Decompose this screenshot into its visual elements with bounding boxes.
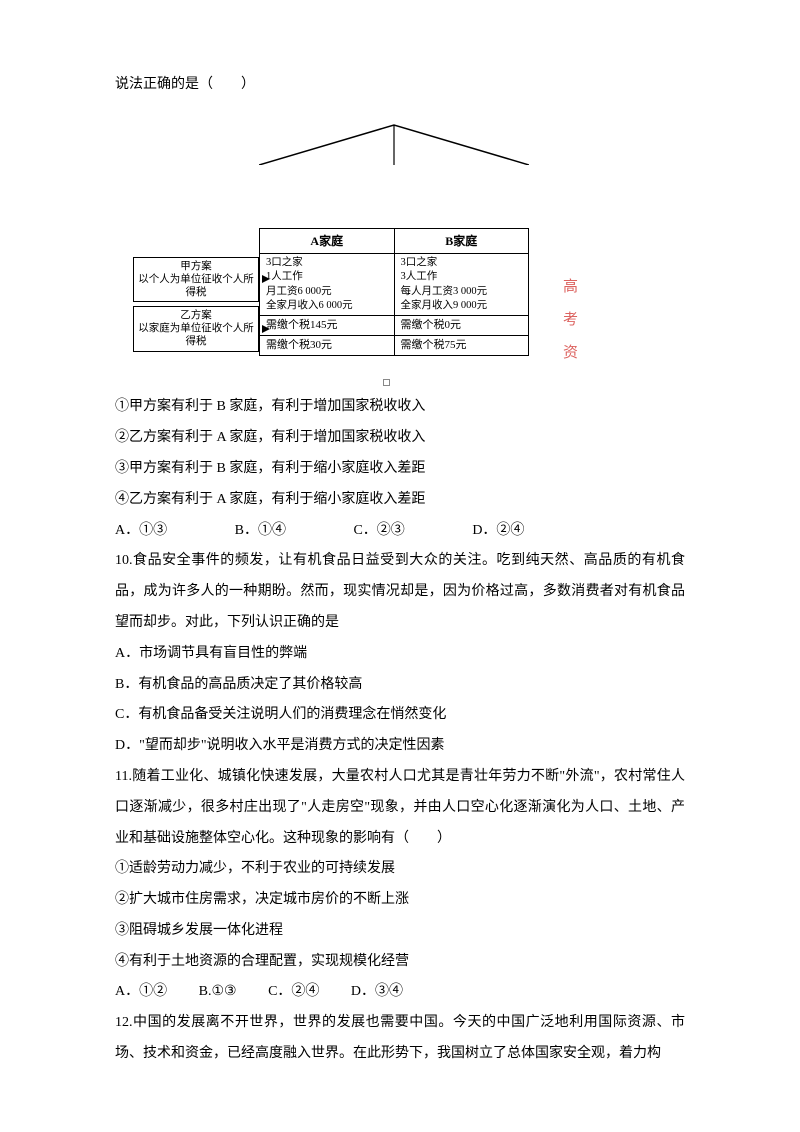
q11-stem: 11.随着工业化、城镇化快速发展，大量农村人口尤其是青壮年劳力不断"外流"，农村… (115, 762, 685, 854)
q9-stem-tail: 说法正确的是（ ） (115, 70, 685, 101)
house-table: A家庭 B家庭 3口之家 1人工作 月工资6 000元 全家月收入6 000元 … (259, 228, 529, 356)
family-a-info: 3口之家 1人工作 月工资6 000元 全家月收入6 000元 (260, 254, 395, 316)
col-a-header: A家庭 (260, 228, 395, 253)
yi-a-tax: 需缴个税30元 (260, 335, 395, 355)
q9-s2: ②乙方案有利于 A 家庭，有利于增加国家税收收入 (115, 423, 685, 454)
jia-a-tax: 需缴个税145元 (260, 315, 395, 335)
q10-b: B．有机食品的高品质决定了其价格较高 (115, 670, 685, 701)
plan-yi-title: 乙方案 (136, 309, 256, 322)
q9-opt-a: A．①③ (115, 523, 167, 538)
plan-jia-sub: 以个人为单位征收个人所得税 (136, 273, 256, 299)
family-b-info: 3口之家 3人工作 每人月工资3 000元 全家月收入9 000元 (394, 254, 529, 316)
q11-options: A．①② B.①③ C．②④ D．③④ (115, 977, 685, 1008)
q9-s4: ④乙方案有利于 A 家庭，有利于缩小家庭收入差距 (115, 485, 685, 516)
roof-icon (259, 123, 529, 165)
plan-jia-title: 甲方案 (136, 260, 256, 273)
arrow-icon (262, 325, 270, 333)
q11-opt-c: C．②④ (268, 984, 319, 999)
yi-b-tax: 需缴个税75元 (394, 335, 529, 355)
q9-s3: ③甲方案有利于 B 家庭，有利于缩小家庭收入差距 (115, 454, 685, 485)
q11-s1: ①适龄劳动力减少，不利于农业的可持续发展 (115, 854, 685, 885)
plan-jia-label: 甲方案 以个人为单位征收个人所得税 (133, 257, 259, 302)
q11-s2: ②扩大城市住房需求，决定城市房价的不断上涨 (115, 885, 685, 916)
q10-c: C．有机食品备受关注说明人们的消费理念在悄然变化 (115, 700, 685, 731)
watermark: 高考资 (563, 271, 578, 370)
q10-stem: 10.食品安全事件的频发，让有机食品日益受到大众的关注。吃到纯天然、高品质的有机… (115, 546, 685, 638)
tax-diagram: 甲方案 以个人为单位征收个人所得税 乙方案 以家庭为单位征收个人所得税 A家庭 … (133, 123, 548, 387)
q10-a: A．市场调节具有盲目性的弊端 (115, 639, 685, 670)
q10-d: D．"望而却步"说明收入水平是消费方式的决定性因素 (115, 731, 685, 762)
q11-s3: ③阻碍城乡发展一体化进程 (115, 916, 685, 947)
q9-opt-b: B．①④ (235, 523, 286, 538)
arrow-icon (262, 275, 270, 283)
plan-yi-sub: 以家庭为单位征收个人所得税 (136, 322, 256, 348)
q12-stem: 12.中国的发展离不开世界，世界的发展也需要中国。今天的中国广泛地利用国际资源、… (115, 1008, 685, 1070)
col-b-header: B家庭 (394, 228, 529, 253)
q9-options: A．①③ B．①④ C．②③ D．②④ (115, 516, 685, 547)
q11-s4: ④有利于土地资源的合理配置，实现规模化经营 (115, 947, 685, 978)
plan-yi-label: 乙方案 以家庭为单位征收个人所得税 (133, 306, 259, 351)
q11-opt-b: B.①③ (199, 984, 237, 999)
jia-b-tax: 需缴个税0元 (394, 315, 529, 335)
q9-opt-d: D．②④ (472, 523, 524, 538)
decor-square-icon (383, 379, 390, 386)
q9-s1: ①甲方案有利于 B 家庭，有利于增加国家税收收入 (115, 392, 685, 423)
q11-opt-a: A．①② (115, 984, 167, 999)
q11-opt-d: D．③④ (351, 984, 403, 999)
q9-opt-c: C．②③ (353, 523, 404, 538)
